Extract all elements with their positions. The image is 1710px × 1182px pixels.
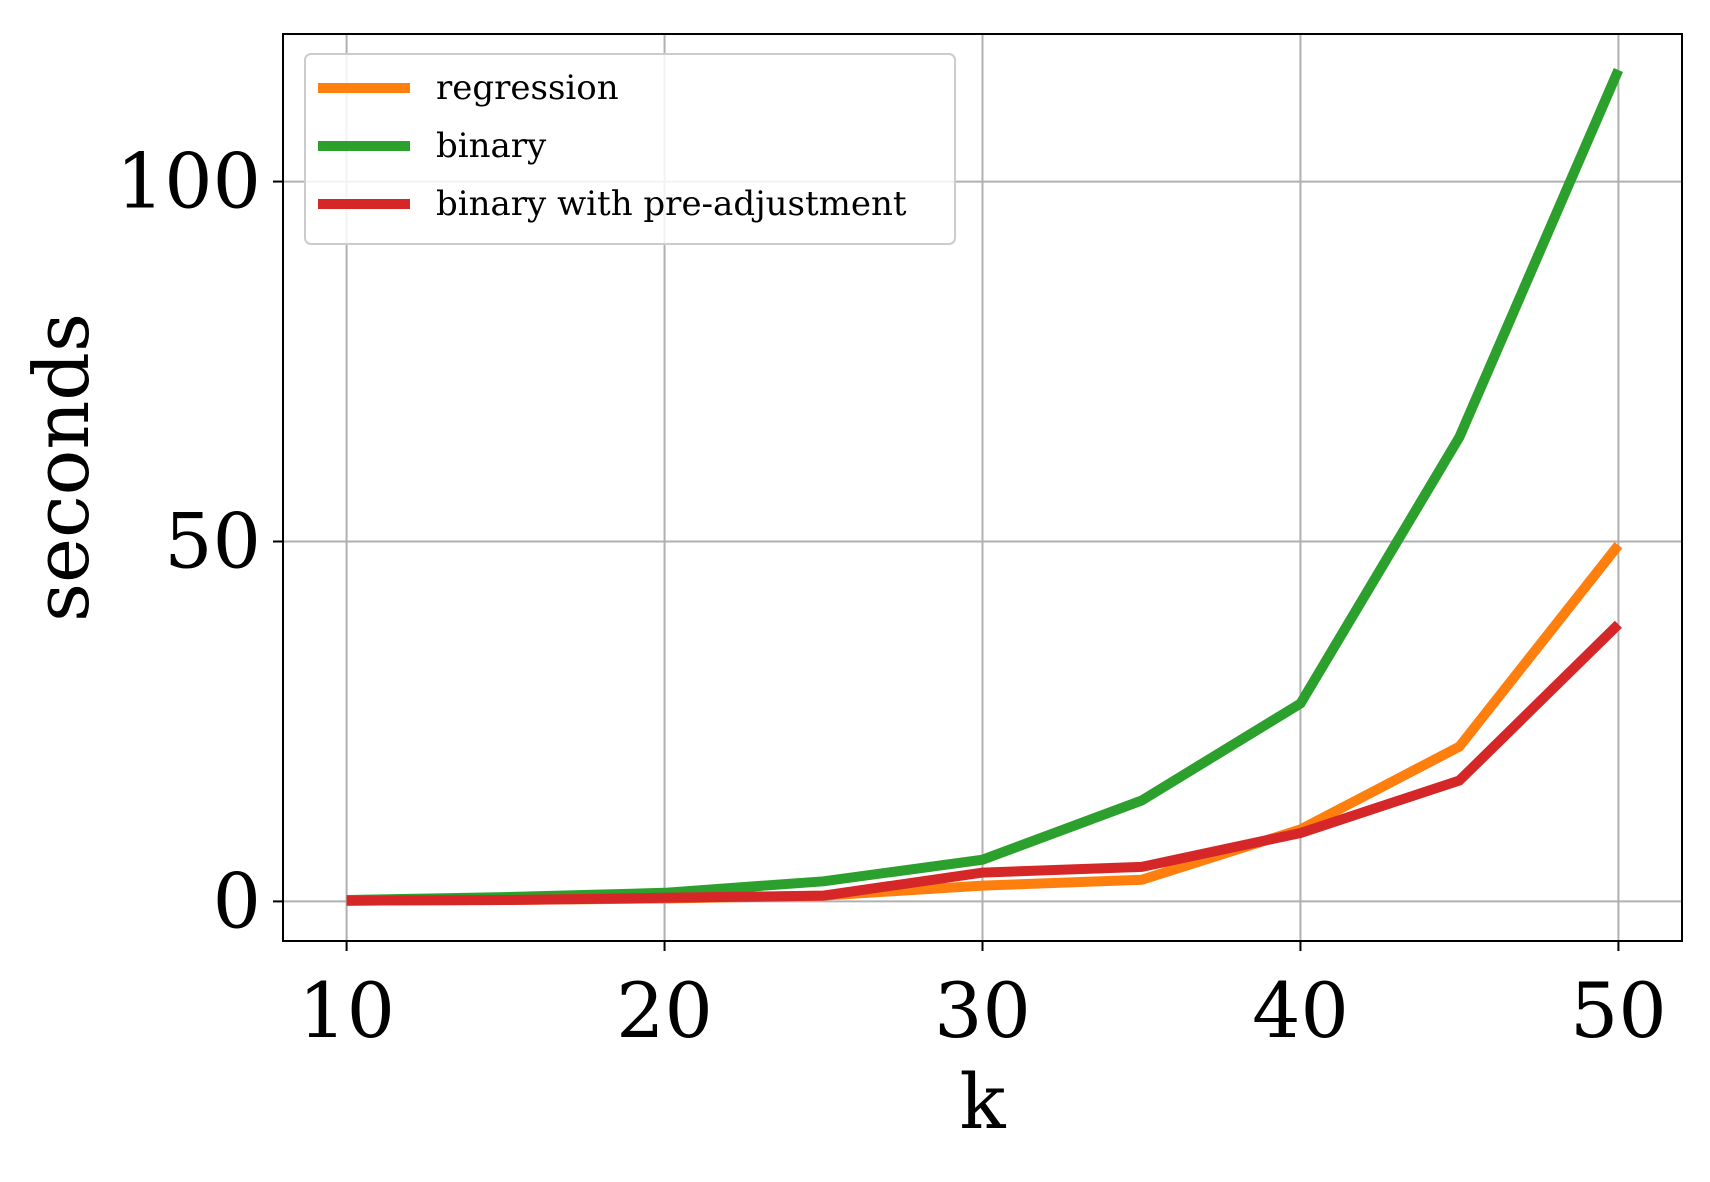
y-axis-label: seconds — [17, 313, 106, 622]
x-tick-label: 10 — [298, 966, 395, 1055]
series-lines — [346, 68, 1623, 906]
x-axis-label: k — [959, 1057, 1006, 1146]
legend-box — [304, 53, 956, 245]
series-line — [346, 620, 1622, 906]
x-tick-label: 30 — [934, 966, 1031, 1055]
axis-ticks: 10 20 30 40 50 0 50 100 — [116, 137, 1667, 1055]
legend: regression binary binary with pre-adjustme… — [304, 53, 956, 245]
x-tick-label: 20 — [616, 966, 713, 1055]
x-tick-label: 50 — [1570, 966, 1667, 1055]
y-tick-label: 50 — [164, 496, 261, 585]
legend-label: regression — [436, 68, 619, 108]
y-tick-label: 0 — [213, 856, 261, 945]
legend-label: binary with pre-adjustment — [436, 184, 907, 224]
x-tick-label: 40 — [1252, 966, 1349, 1055]
y-tick-label: 100 — [116, 137, 261, 226]
legend-label: binary — [436, 126, 547, 166]
